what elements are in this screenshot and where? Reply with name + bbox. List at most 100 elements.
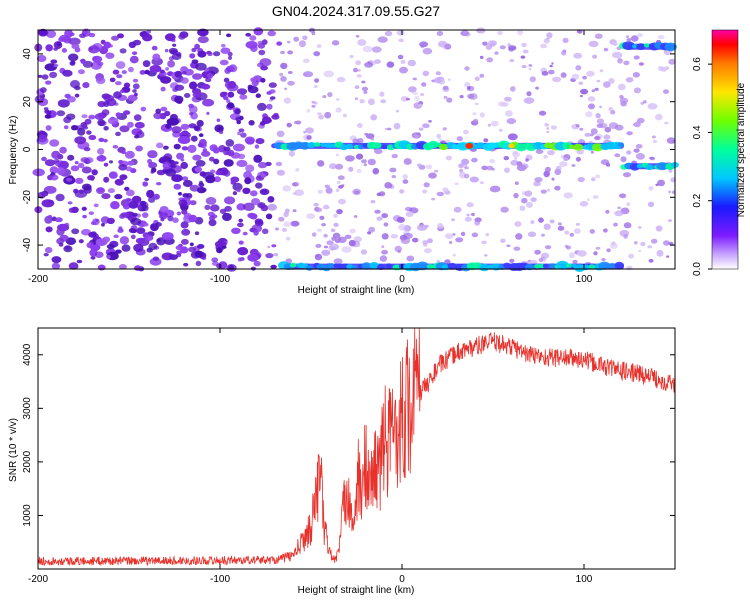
noise-blob — [580, 95, 583, 98]
noise-blob — [134, 265, 141, 271]
snr-y-axis-label: SNR (10 * v/v) — [8, 418, 19, 482]
noise-blob — [206, 197, 217, 205]
noise-blob — [472, 233, 479, 238]
noise-blob — [408, 60, 416, 67]
noise-blob — [580, 89, 588, 95]
noise-blob — [255, 183, 262, 189]
noise-blob — [455, 237, 463, 242]
noise-blob — [596, 247, 601, 250]
noise-blob — [134, 93, 138, 97]
noise-blob — [68, 54, 78, 62]
noise-blob — [349, 240, 356, 247]
noise-blob — [442, 87, 449, 92]
noise-blob — [284, 88, 287, 90]
noise-blob — [637, 118, 645, 124]
noise-blob — [655, 114, 663, 121]
noise-blob — [106, 255, 111, 259]
noise-blob — [626, 202, 630, 206]
noise-blob — [599, 106, 602, 108]
noise-blob — [533, 181, 541, 186]
noise-blob — [133, 40, 141, 46]
noise-blob — [392, 175, 397, 178]
noise-blob — [591, 177, 596, 181]
noise-blob — [524, 97, 534, 104]
noise-blob — [634, 55, 640, 59]
noise-blob — [628, 254, 634, 259]
noise-blob — [46, 111, 51, 116]
signal-blob — [636, 43, 645, 50]
noise-blob — [547, 150, 555, 155]
noise-blob — [187, 145, 196, 153]
noise-blob — [376, 217, 382, 221]
noise-blob — [423, 243, 428, 247]
noise-blob — [663, 89, 669, 94]
noise-blob — [588, 103, 595, 109]
noise-blob — [135, 122, 145, 129]
noise-blob — [620, 98, 628, 104]
noise-blob — [467, 202, 474, 207]
noise-blob — [436, 134, 441, 138]
noise-blob — [66, 178, 72, 182]
noise-blob — [86, 130, 91, 134]
noise-blob — [526, 202, 533, 208]
noise-blob — [355, 85, 360, 89]
noise-blob — [213, 147, 220, 153]
noise-blob — [385, 128, 389, 130]
noise-blob — [227, 102, 234, 108]
noise-blob — [357, 138, 363, 143]
noise-blob — [247, 213, 256, 219]
noise-blob — [113, 91, 122, 98]
noise-blob — [423, 71, 430, 77]
noise-blob — [189, 112, 193, 115]
noise-blob — [82, 207, 87, 211]
noise-blob — [132, 213, 137, 217]
noise-blob — [545, 167, 551, 173]
y-tick-label: 20 — [22, 96, 33, 108]
noise-blob — [92, 218, 100, 225]
noise-blob — [117, 228, 123, 233]
signal-peak — [465, 143, 473, 149]
noise-blob — [640, 242, 645, 247]
noise-blob — [624, 222, 632, 228]
noise-blob — [79, 239, 84, 243]
noise-blob — [506, 245, 510, 248]
noise-blob — [558, 226, 565, 231]
noise-blob — [374, 149, 382, 155]
noise-blob — [258, 162, 267, 168]
noise-blob — [213, 51, 220, 56]
noise-blob — [165, 124, 171, 129]
figure: GN04.2024.317.09.55.G27 -200 -100 0 100 -40-… — [0, 0, 750, 600]
noise-blob — [195, 231, 199, 235]
noise-blob — [574, 228, 581, 233]
noise-blob — [653, 140, 657, 143]
noise-blob — [250, 190, 258, 196]
noise-blob — [391, 234, 398, 239]
noise-blob — [306, 109, 310, 113]
noise-blob — [134, 114, 142, 121]
noise-blob — [289, 151, 295, 157]
noise-blob — [262, 39, 268, 45]
noise-blob — [384, 182, 392, 189]
noise-blob — [427, 238, 433, 243]
noise-blob — [326, 187, 333, 193]
noise-blob — [192, 73, 202, 80]
noise-blob — [243, 232, 248, 236]
noise-blob — [270, 265, 277, 269]
noise-blob — [78, 69, 85, 74]
noise-blob — [448, 79, 451, 81]
noise-blob — [652, 136, 656, 139]
noise-blob — [595, 174, 600, 178]
noise-blob — [160, 107, 167, 112]
noise-blob — [97, 188, 104, 192]
noise-blob — [637, 33, 642, 37]
noise-blob — [454, 207, 462, 213]
noise-blob — [327, 92, 332, 97]
noise-blob — [387, 61, 395, 67]
noise-blob — [115, 132, 121, 136]
noise-blob — [132, 89, 137, 93]
noise-blob — [528, 64, 532, 67]
noise-blob — [109, 171, 118, 178]
noise-blob — [280, 51, 285, 54]
noise-blob — [302, 36, 307, 41]
noise-blob — [163, 162, 171, 170]
